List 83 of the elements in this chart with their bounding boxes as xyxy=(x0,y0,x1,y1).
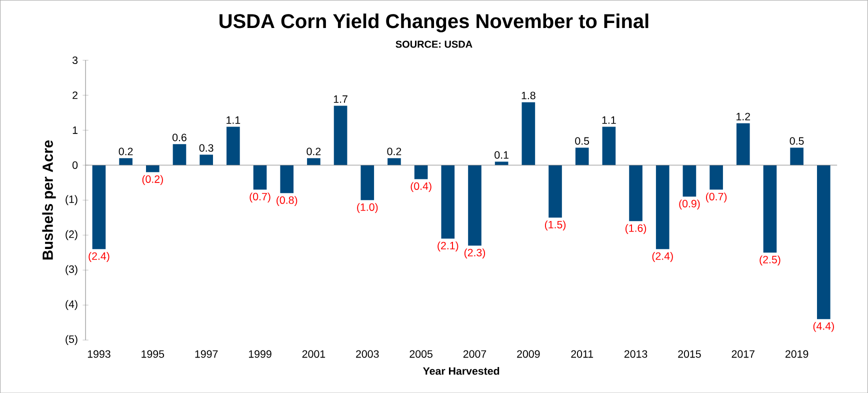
x-tick-label: 2007 xyxy=(463,350,486,358)
y-tick-label: 0 xyxy=(72,161,78,169)
x-tick-label: 2019 xyxy=(786,350,808,358)
x-tick-label: 2013 xyxy=(624,350,648,358)
data-label: 1.1 xyxy=(226,116,240,124)
data-label: (0.7) xyxy=(706,192,727,202)
data-label: (2.4) xyxy=(652,252,673,262)
data-label: (0.2) xyxy=(142,174,163,185)
y-tick-label: 3 xyxy=(72,56,78,64)
data-label: (2.3) xyxy=(464,248,486,258)
x-tick-label: 2015 xyxy=(678,350,701,358)
bar xyxy=(468,165,482,246)
data-label: (2.1) xyxy=(438,241,458,252)
y-tick-label: (4) xyxy=(66,300,78,310)
y-tick-label: 1 xyxy=(72,126,78,134)
bar xyxy=(441,165,455,238)
bar xyxy=(226,126,240,166)
x-tick-label: 2005 xyxy=(410,350,432,358)
bar xyxy=(146,165,160,172)
data-label: 0.5 xyxy=(790,137,804,145)
bar xyxy=(388,158,401,166)
bar xyxy=(629,165,642,221)
bar xyxy=(575,148,589,166)
data-label: 1.7 xyxy=(334,95,348,103)
bar xyxy=(710,165,723,190)
bar xyxy=(682,165,696,197)
bar xyxy=(119,158,132,166)
data-label: 1.1 xyxy=(602,116,616,124)
bar xyxy=(200,154,213,166)
y-axis-title: Bushels per Acre xyxy=(42,140,56,260)
bar xyxy=(253,165,267,190)
data-label: (0.4) xyxy=(410,182,432,192)
bar xyxy=(494,162,508,166)
data-label: 0.3 xyxy=(199,144,214,152)
bar xyxy=(360,165,374,200)
bar xyxy=(414,165,428,180)
bar xyxy=(602,126,616,166)
bar xyxy=(736,123,750,166)
bar xyxy=(548,165,562,218)
x-axis-title: Year Harvested xyxy=(422,366,500,375)
bar xyxy=(522,102,536,166)
data-label: (1.5) xyxy=(544,220,566,230)
x-tick-label: 2017 xyxy=(732,350,754,358)
data-label: 0.2 xyxy=(387,148,402,156)
x-tick-label: 2001 xyxy=(302,350,326,358)
y-tick-label: (5) xyxy=(66,334,78,345)
bar xyxy=(280,165,294,194)
x-tick-label: 1993 xyxy=(88,350,110,358)
data-label: (4.4) xyxy=(813,322,834,332)
data-label: 0.5 xyxy=(575,137,590,145)
chart-subtitle: SOURCE: USDA xyxy=(396,40,472,48)
data-label: (1.6) xyxy=(625,224,646,234)
data-label: 0.2 xyxy=(118,148,133,156)
y-tick-label: 2 xyxy=(72,91,78,99)
bar xyxy=(334,106,348,166)
x-tick-label: 2011 xyxy=(571,350,594,358)
x-tick-label: 1995 xyxy=(142,350,164,358)
bar xyxy=(763,165,777,252)
data-label: (1.0) xyxy=(357,202,378,213)
y-tick-label: (3) xyxy=(66,264,78,275)
bar xyxy=(307,158,320,166)
data-label: (0.8) xyxy=(276,196,298,206)
bar xyxy=(172,144,186,166)
data-label: 0.6 xyxy=(172,134,186,142)
bar xyxy=(816,165,830,319)
bar xyxy=(790,148,804,166)
x-tick-label: 1997 xyxy=(195,350,218,358)
chart-title: USDA Corn Yield Changes November to Final xyxy=(220,13,648,32)
y-tick-label: (1) xyxy=(66,195,78,205)
bar xyxy=(92,165,106,249)
data-label: (2.5) xyxy=(760,255,780,266)
x-tick-label: 2003 xyxy=(356,350,379,358)
x-tick-label: 1999 xyxy=(248,350,272,358)
data-label: 1.2 xyxy=(736,112,750,120)
data-label: 0.1 xyxy=(494,151,508,159)
data-label: (0.9) xyxy=(679,199,700,210)
y-tick-label: (2) xyxy=(66,230,78,240)
x-tick-label: 2009 xyxy=(517,350,540,358)
bar xyxy=(656,165,670,249)
data-label: 1.8 xyxy=(522,92,536,100)
data-label: (2.4) xyxy=(88,252,110,262)
data-label: (0.7) xyxy=(250,192,270,202)
data-label: 0.2 xyxy=(306,148,321,156)
